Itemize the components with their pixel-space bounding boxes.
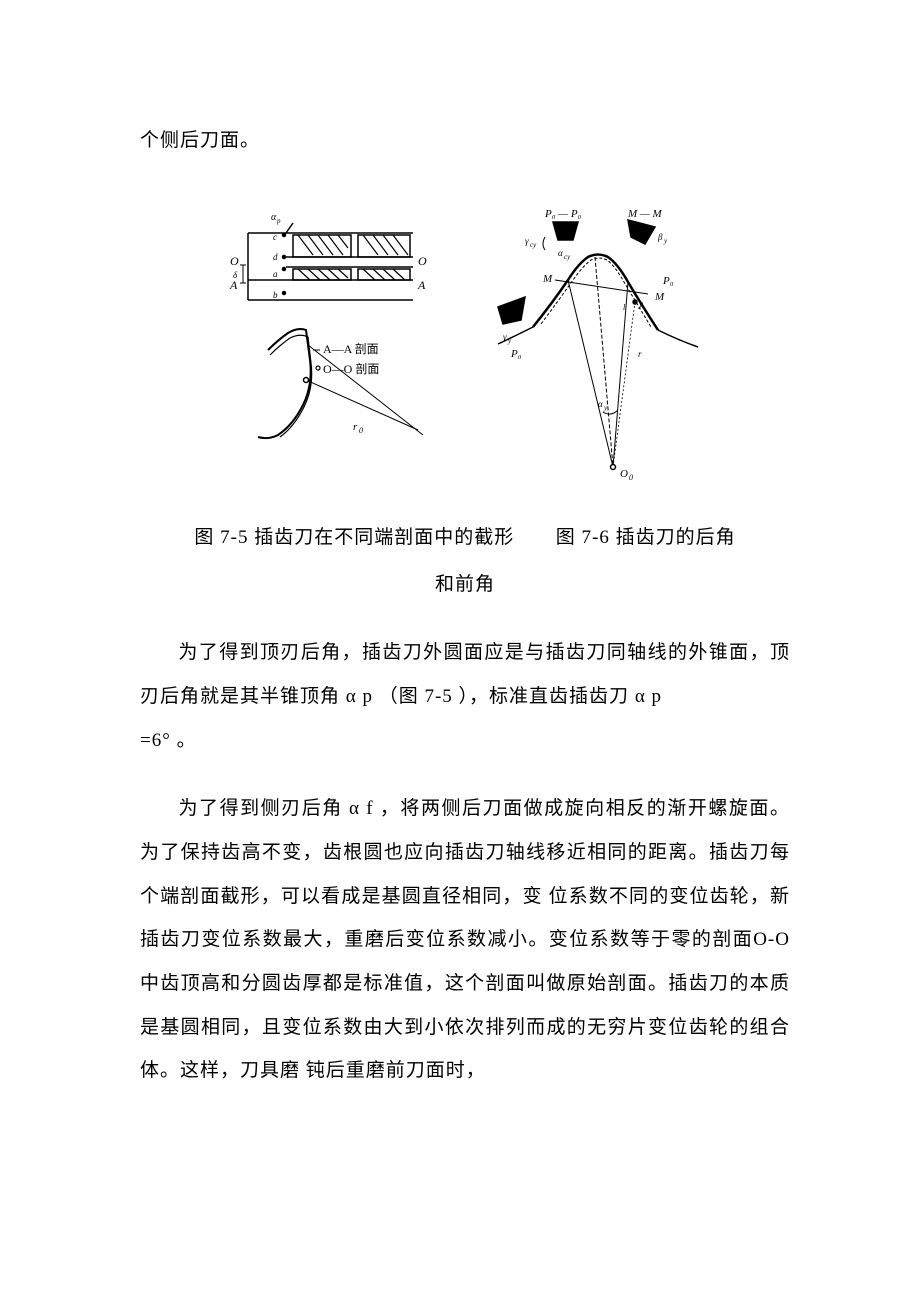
p1-sub1: p — [362, 686, 378, 707]
p2-alpha: α — [349, 798, 366, 819]
svg-text:O: O — [230, 254, 239, 268]
p2-sub: f — [366, 798, 380, 819]
svg-text:p: p — [276, 217, 281, 225]
svg-text:y: y — [663, 237, 668, 245]
svg-text:a: a — [273, 269, 278, 279]
caption-line-1: 图 7-5 插齿刀在不同端剖面中的截形 图 7-6 插齿刀的后角 — [140, 522, 790, 549]
svg-text:r: r — [353, 421, 358, 433]
caption-7-5: 图 7-5 插齿刀在不同端剖面中的截形 — [194, 527, 514, 548]
svg-text:cy: cy — [530, 241, 537, 249]
svg-text:P₀: P₀ — [662, 275, 674, 287]
svg-text:α: α — [598, 399, 603, 409]
paragraph-1: 为了得到顶刃后角，插齿刀外圆面应是与插齿刀同轴线的外锥面，顶刃后角就是其半锥顶角… — [140, 631, 790, 762]
p1-text1: 为了得到顶刃后角，插齿刀外圆面应是与插齿刀同轴线的外锥面， — [178, 642, 770, 663]
p1-alpha1: α — [346, 686, 363, 707]
figure-caption: 图 7-5 插齿刀在不同端剖面中的截形 图 7-6 插齿刀的后角 和前角 — [140, 522, 790, 596]
paragraph-2: 为了得到侧刃后角 α f ，将两侧后刀面做成旋向相反的渐开螺旋面。为了保持齿高不… — [140, 787, 790, 1093]
figures-container: α p — [140, 202, 790, 492]
svg-text:γ: γ — [503, 332, 507, 342]
top-text-line: 个侧后刀面。 — [140, 125, 790, 157]
figure-7-5-svg: α p — [218, 205, 433, 490]
figure-7-5: α p — [218, 202, 433, 492]
caption-7-6: 图 7-6 插齿刀的后角 — [556, 527, 736, 548]
svg-text:O—O 剖面: O—O 剖面 — [323, 362, 379, 376]
svg-text:A: A — [417, 278, 426, 292]
svg-text:O: O — [620, 468, 628, 480]
svg-text:P₀ — P₀: P₀ — P₀ — [544, 208, 582, 220]
svg-text:b: b — [273, 290, 278, 300]
svg-text:β: β — [657, 232, 663, 242]
svg-text:A: A — [229, 278, 238, 292]
svg-text:r: r — [638, 349, 642, 359]
svg-text:d: d — [273, 252, 278, 262]
svg-text:γ: γ — [525, 236, 529, 246]
p1-text3: （图 7-5 ），标准直齿插齿刀 — [379, 686, 635, 707]
svg-text:M: M — [654, 291, 665, 303]
p2-text2: ，将两侧后刀面做成旋向相反的渐开螺 — [380, 798, 729, 819]
svg-text:M: M — [542, 273, 553, 285]
svg-text:A—A 剖面: A—A 剖面 — [323, 342, 379, 356]
svg-text:y: y — [603, 404, 608, 412]
svg-text:cy: cy — [564, 253, 571, 261]
svg-text:P₀: P₀ — [510, 348, 522, 360]
svg-text:y: y — [638, 299, 643, 309]
svg-text:M — M: M — M — [627, 208, 662, 220]
p1-sub2: p — [652, 686, 663, 707]
figure-7-6-svg: P₀ — P₀ M — M γ cy α cy β y — [483, 202, 713, 492]
p2-text1: 为了得到侧刃后角 — [178, 798, 349, 819]
svg-text:c: c — [273, 232, 277, 242]
svg-text:0: 0 — [629, 473, 633, 482]
p1-text4: =6° 。 — [140, 730, 197, 751]
caption-line-2: 和前角 — [140, 569, 790, 596]
svg-text:α: α — [558, 248, 563, 258]
svg-text:0: 0 — [359, 426, 363, 435]
p1-alpha2: α — [635, 686, 652, 707]
figure-7-6: P₀ — P₀ M — M γ cy α cy β y — [483, 202, 713, 492]
svg-text:O: O — [418, 254, 427, 268]
